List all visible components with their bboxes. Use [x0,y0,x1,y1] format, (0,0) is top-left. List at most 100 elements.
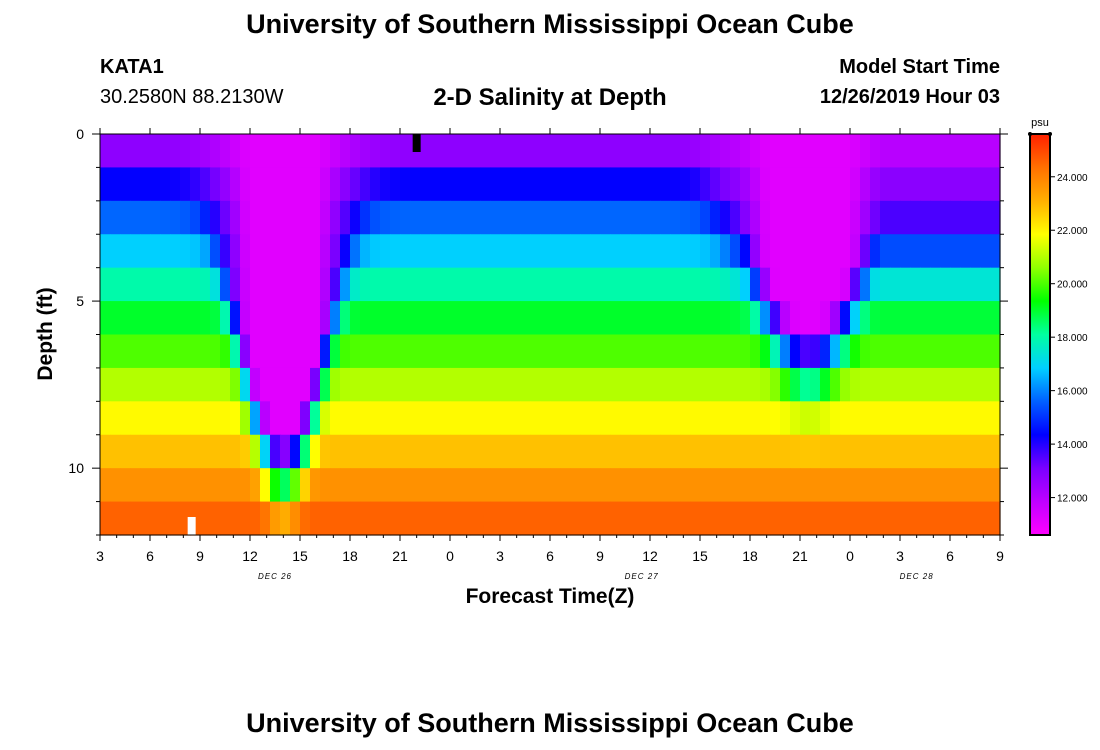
heatmap-cell [130,167,141,202]
heatmap-cell [710,367,721,402]
heatmap-cell [890,134,901,169]
heatmap-cell [320,434,331,469]
heatmap-cell [170,334,181,369]
heatmap-cell [530,200,541,235]
heatmap-cell [390,501,401,536]
heatmap-cell [290,234,301,269]
heatmap-cell [220,234,231,269]
heatmap-cell [380,134,391,169]
heatmap-cell [500,434,511,469]
heatmap-cell [290,200,301,235]
heatmap-cell [700,134,711,169]
heatmap-cell [640,434,651,469]
heatmap-cell [930,334,941,369]
heatmap-cell [880,401,891,436]
heatmap-cell [240,134,251,169]
heatmap-cell [530,401,541,436]
heatmap-cell [560,401,571,436]
heatmap-cell [850,267,861,302]
heatmap-cell [490,200,501,235]
heatmap-cell [200,401,211,436]
heatmap-cell [240,334,251,369]
heatmap-cell [970,267,981,302]
heatmap-cell [180,334,191,369]
heatmap-cell [370,501,381,536]
heatmap-cell [350,401,361,436]
heatmap-cell [670,234,681,269]
heatmap-cell [980,434,991,469]
heatmap-cell [960,468,971,503]
heatmap-cell [870,301,881,336]
heatmap-cell [190,134,201,169]
heatmap-cell [570,334,581,369]
heatmap-cell [870,134,881,169]
y-tick-label: 0 [76,126,84,142]
heatmap-cell [560,367,571,402]
heatmap-cell [800,367,811,402]
station-coordinates: 30.2580N 88.2130W [100,86,284,108]
date-label: DEC 28 [900,572,934,581]
heatmap-cell [610,267,621,302]
heatmap-cell [900,434,911,469]
heatmap-cell [720,401,731,436]
heatmap-cell [460,167,471,202]
heatmap-cell [580,134,591,169]
heatmap-cell [360,134,371,169]
heatmap-cell [540,401,551,436]
heatmap-cell [550,434,561,469]
heatmap-cell [670,434,681,469]
heatmap-cell [980,468,991,503]
heatmap-cell [130,301,141,336]
heatmap-cell [180,501,191,536]
heatmap-cell [840,434,851,469]
heatmap-cell [950,234,961,269]
heatmap-cell [370,434,381,469]
heatmap-cell [720,267,731,302]
heatmap-cell [360,167,371,202]
heatmap-cell [200,267,211,302]
heatmap-cell [600,367,611,402]
heatmap-cell [470,367,481,402]
x-tick-label: 18 [742,548,758,564]
heatmap-cell [370,367,381,402]
heatmap-cell [470,200,481,235]
heatmap-cell [510,434,521,469]
heatmap-cell [380,468,391,503]
heatmap-cell [930,501,941,536]
heatmap-cell [220,167,231,202]
x-tick-label: 3 [96,548,104,564]
heatmap-cell [830,434,841,469]
heatmap-cell [410,167,421,202]
heatmap-cell [840,134,851,169]
heatmap-cell [150,167,161,202]
heatmap-cell [490,267,501,302]
heatmap-cell [930,267,941,302]
heatmap-cell [130,401,141,436]
heatmap-cell [260,468,271,503]
heatmap-cell [510,234,521,269]
heatmap-cell [770,501,781,536]
heatmap-cell [910,234,921,269]
heatmap-cell [460,401,471,436]
heatmap-cell [570,501,581,536]
heatmap-cell [380,367,391,402]
heatmap-cell [370,301,381,336]
heatmap-cell [660,367,671,402]
heatmap-cell [340,301,351,336]
heatmap-cell [590,468,601,503]
heatmap-cell [910,267,921,302]
heatmap-cell [120,468,131,503]
heatmap-cell [430,167,441,202]
heatmap-cell [620,267,631,302]
heatmap-cell [100,401,111,436]
heatmap-cell [350,367,361,402]
heatmap-cell [140,234,151,269]
heatmap-cell [520,401,531,436]
heatmap-cell [580,468,591,503]
heatmap-cell [630,401,641,436]
heatmap-cell [690,234,701,269]
heatmap-cell [540,367,551,402]
heatmap-cell [150,200,161,235]
heatmap-cell [410,200,421,235]
heatmap-cell [780,468,791,503]
